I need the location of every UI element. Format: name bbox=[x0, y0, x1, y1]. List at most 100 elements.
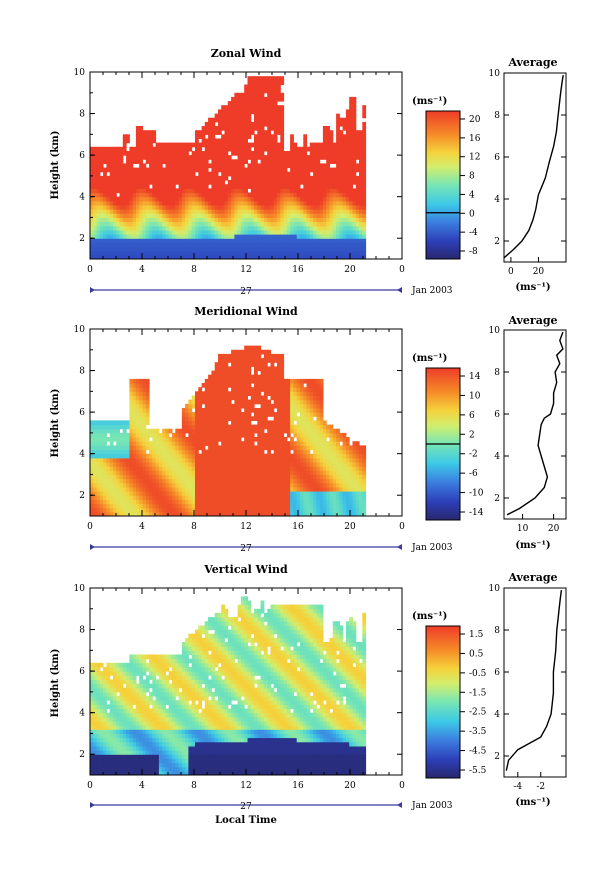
heatmap-cell bbox=[247, 221, 252, 227]
heatmap-cell bbox=[257, 366, 262, 372]
heatmap-cell bbox=[90, 171, 94, 177]
heatmap-cell bbox=[316, 246, 321, 252]
heatmap-cell bbox=[250, 395, 255, 401]
heatmap-cell bbox=[254, 428, 258, 434]
heatmap-cell bbox=[113, 242, 117, 248]
heatmap-cell bbox=[270, 155, 275, 160]
heatmap-cell bbox=[290, 486, 294, 492]
heatmap-cell bbox=[260, 507, 265, 513]
heatmap-cell bbox=[116, 466, 120, 471]
heatmap-cell bbox=[290, 134, 294, 139]
heatmap-cell bbox=[198, 491, 203, 496]
heatmap-cell bbox=[188, 445, 193, 451]
heatmap-cell bbox=[260, 378, 265, 384]
heatmap-cell bbox=[277, 437, 281, 442]
heatmap-cell bbox=[109, 242, 114, 248]
heatmap-cell bbox=[208, 213, 212, 218]
heatmap-cell bbox=[257, 495, 262, 500]
heatmap-cell bbox=[290, 138, 294, 144]
heatmap-cell bbox=[240, 155, 245, 160]
heatmap-cell bbox=[155, 449, 160, 455]
heatmap-cell bbox=[175, 209, 180, 214]
heatmap-cell bbox=[132, 486, 137, 492]
heatmap-cell bbox=[240, 474, 245, 480]
heatmap-cell bbox=[96, 221, 101, 227]
heatmap-cell bbox=[339, 134, 344, 139]
heatmap-cell bbox=[214, 478, 219, 484]
heatmap-cell bbox=[362, 171, 367, 177]
heatmap-cell bbox=[322, 503, 327, 509]
heatmap-cell bbox=[181, 200, 186, 206]
heatmap-cell bbox=[309, 213, 314, 218]
heatmap-cell bbox=[145, 229, 150, 235]
heatmap-cell bbox=[168, 457, 173, 463]
heatmap-cell bbox=[247, 121, 252, 127]
heatmap-cell bbox=[273, 474, 278, 480]
heatmap-cell bbox=[221, 217, 225, 223]
heatmap-cell bbox=[257, 126, 262, 131]
heatmap-cell bbox=[90, 437, 94, 442]
heatmap-cell bbox=[227, 370, 232, 376]
heatmap-cell bbox=[142, 445, 147, 451]
heatmap-cell bbox=[204, 246, 209, 252]
heatmap-cell bbox=[280, 134, 285, 139]
heatmap-cell bbox=[201, 171, 206, 177]
heatmap-cell bbox=[218, 478, 222, 484]
heatmap-cell bbox=[237, 151, 242, 156]
heatmap-cell bbox=[198, 167, 203, 173]
heatmap-cell bbox=[234, 146, 239, 152]
heatmap-cell bbox=[240, 213, 245, 218]
heatmap-cell bbox=[247, 254, 252, 260]
heatmap-cell bbox=[139, 242, 143, 248]
heatmap-cell bbox=[244, 366, 248, 372]
heatmap-cell bbox=[339, 192, 344, 198]
heatmap-cell bbox=[313, 238, 317, 243]
heatmap-cell bbox=[195, 495, 199, 500]
heatmap-cell bbox=[319, 242, 324, 248]
heatmap-cell bbox=[195, 234, 199, 239]
heatmap-cell bbox=[303, 175, 308, 181]
heatmap-cell bbox=[342, 138, 347, 144]
heatmap-cell bbox=[149, 196, 153, 202]
heatmap-cell bbox=[227, 254, 232, 260]
heatmap-cell bbox=[103, 445, 107, 451]
heatmap-cell bbox=[254, 374, 258, 380]
heatmap-cell bbox=[260, 511, 265, 517]
heatmap-cell bbox=[211, 457, 216, 463]
heatmap-cell bbox=[168, 163, 173, 169]
heatmap-cell bbox=[221, 428, 225, 434]
heatmap-cell bbox=[355, 138, 360, 144]
heatmap-cell bbox=[152, 462, 157, 467]
heatmap-cell bbox=[257, 184, 262, 189]
heatmap-cell bbox=[204, 213, 209, 218]
heatmap-cell bbox=[283, 457, 288, 463]
heatmap-cell bbox=[142, 196, 147, 202]
heatmap-cell bbox=[109, 188, 114, 194]
heatmap-cell bbox=[352, 113, 357, 119]
heatmap-cell bbox=[90, 188, 94, 194]
heatmap-cell bbox=[260, 88, 265, 94]
heatmap-cell bbox=[149, 213, 153, 218]
heatmap-cell bbox=[303, 403, 308, 409]
heatmap-cell bbox=[188, 155, 193, 160]
heatmap-cell bbox=[300, 495, 304, 500]
heatmap-cell bbox=[342, 146, 347, 152]
heatmap-cell bbox=[178, 171, 183, 177]
heatmap-cell bbox=[309, 420, 314, 426]
heatmap-cell bbox=[267, 474, 271, 480]
heatmap-cell bbox=[349, 155, 353, 160]
heatmap-cell bbox=[329, 138, 334, 144]
heatmap-cell bbox=[244, 151, 248, 156]
heatmap-cell bbox=[240, 192, 245, 198]
heatmap-cell bbox=[211, 163, 216, 169]
heatmap-cell bbox=[362, 175, 367, 181]
heatmap-cell bbox=[106, 453, 111, 459]
heatmap-cell bbox=[188, 250, 193, 256]
heatmap-cell bbox=[263, 159, 268, 164]
heatmap-cell bbox=[247, 196, 252, 202]
heatmap-cell bbox=[211, 453, 216, 459]
heatmap-cell bbox=[309, 495, 314, 500]
heatmap-cell bbox=[188, 184, 193, 189]
heatmap-cell bbox=[224, 109, 229, 115]
heatmap-cell bbox=[103, 437, 107, 442]
